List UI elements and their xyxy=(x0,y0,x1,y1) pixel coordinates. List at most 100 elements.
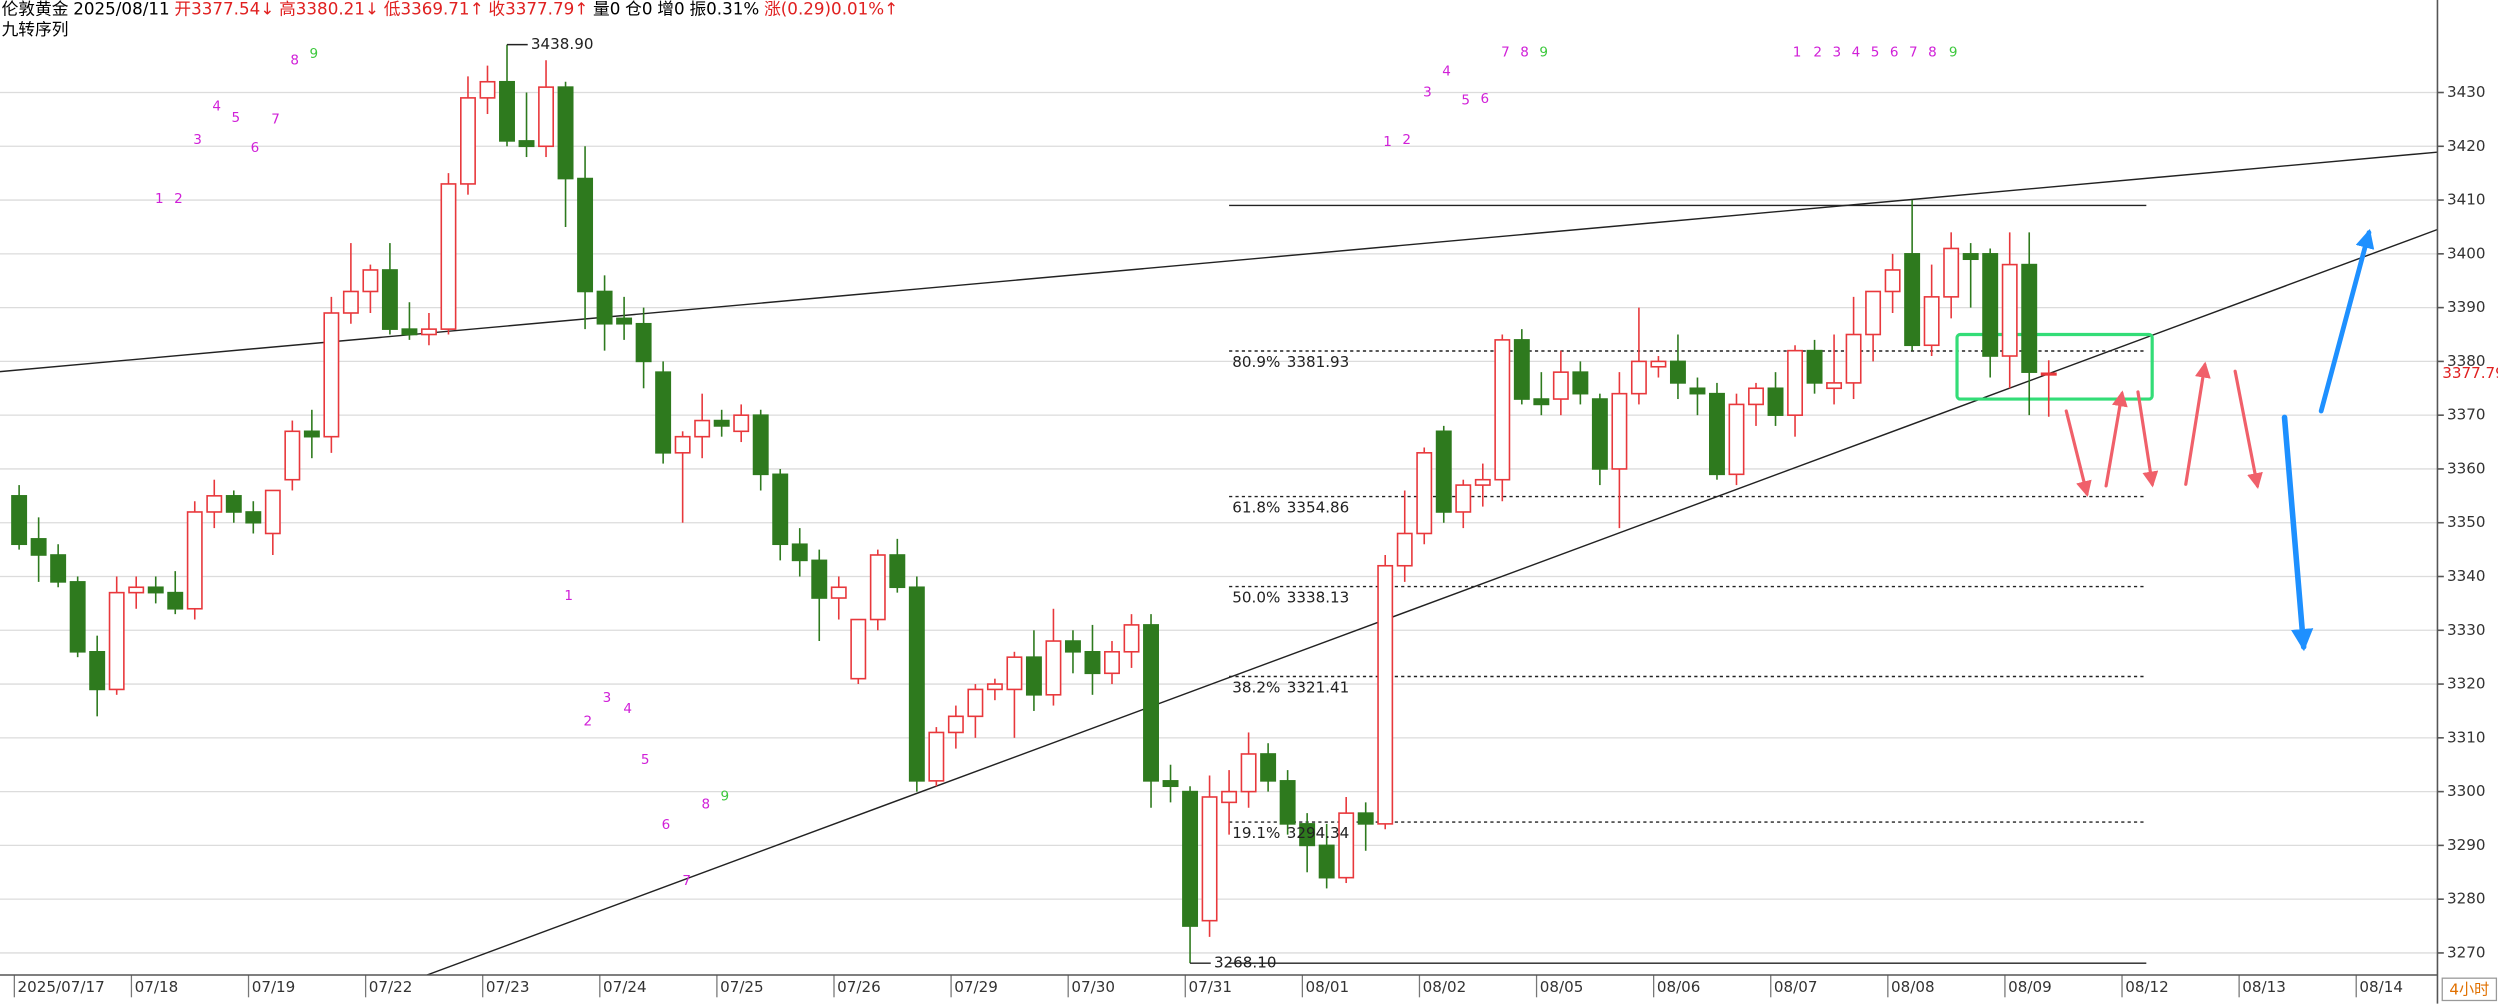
candle-body xyxy=(1982,253,1999,357)
td-count: 6 xyxy=(1480,91,1489,107)
timeframe-box[interactable] xyxy=(2441,977,2498,1002)
candle-body xyxy=(1104,650,1120,675)
title-part: 低3369.71↑ xyxy=(384,0,484,18)
grid xyxy=(0,91,2444,998)
y-tick-label: 3370 xyxy=(2447,406,2486,424)
td-count: 6 xyxy=(251,140,260,156)
candle-body xyxy=(206,495,223,513)
td-count: 6 xyxy=(662,817,671,833)
td-count: 7 xyxy=(1501,45,1510,61)
x-tick-label: 07/25 xyxy=(720,978,764,996)
candle-body xyxy=(1474,478,1491,486)
candle-body xyxy=(1084,650,1101,675)
candle-body xyxy=(1416,452,1433,535)
fib-ratio: 50.0% xyxy=(1232,588,1280,606)
x-tick-label: 08/14 xyxy=(2359,978,2403,996)
candle-body xyxy=(1182,790,1199,927)
fib-label: 80.9% 3381.93 xyxy=(1232,353,1349,371)
title-part: 量0 xyxy=(593,0,620,18)
fib-ratio: 19.1% xyxy=(1232,824,1280,842)
td-count: 8 xyxy=(1928,45,1937,61)
last-price-label: 3377.79 xyxy=(2442,364,2498,382)
forecast-arrow xyxy=(2104,390,2128,488)
td-count: 5 xyxy=(641,752,650,768)
x-tick-label: 08/02 xyxy=(1423,978,1467,996)
chart-title: 伦敦黄金 2025/08/11 开3377.54↓ 高3380.21↓ 低3369.71… xyxy=(2,0,899,18)
candle-body xyxy=(850,618,867,680)
forecast-arrow xyxy=(2064,409,2092,497)
x-tick-label: 07/22 xyxy=(369,978,413,996)
x-tick-label: 07/18 xyxy=(135,978,179,996)
candle-body xyxy=(128,586,145,594)
td-count: 9 xyxy=(1949,45,1958,61)
candle-body xyxy=(947,715,964,734)
td-count: 3 xyxy=(1833,45,1842,61)
td-count: 1 xyxy=(155,191,164,207)
x-tick-label: 08/07 xyxy=(1774,978,1818,996)
td-count: 2 xyxy=(1402,132,1411,148)
candle-body xyxy=(889,554,906,589)
td-count: 5 xyxy=(231,110,240,126)
forecast-arrow xyxy=(2136,390,2159,488)
td-count: 5 xyxy=(1871,45,1880,61)
td-count: 9 xyxy=(310,46,319,62)
candle-body xyxy=(1299,823,1316,847)
td-count: 4 xyxy=(1852,45,1861,61)
fib-ratio: 80.9% xyxy=(1232,353,1280,371)
td-count: 1 xyxy=(1793,45,1802,61)
x-tick-label: 08/12 xyxy=(2125,978,2169,996)
candle-body xyxy=(1630,360,1647,395)
x-tick-label: 08/13 xyxy=(2242,978,2286,996)
td-count: 2 xyxy=(584,714,593,730)
td-count: 9 xyxy=(721,789,730,805)
candle-body xyxy=(225,495,242,513)
x-tick-label: 07/19 xyxy=(252,978,296,996)
candle-body xyxy=(362,269,379,293)
candle-body xyxy=(323,312,340,438)
candle-body xyxy=(1689,387,1706,395)
x-tick-label: 08/08 xyxy=(1891,978,1935,996)
candle-body xyxy=(1201,796,1218,922)
td-count: 8 xyxy=(290,53,299,69)
td-count: 4 xyxy=(1442,64,1451,80)
td-count: 5 xyxy=(1461,92,1470,108)
x-tick-label: 07/31 xyxy=(1188,978,1232,996)
candle-body xyxy=(420,328,437,336)
td-count: 3 xyxy=(1423,84,1432,100)
candle-body xyxy=(1279,780,1296,825)
annotation-label: 3438.90 xyxy=(531,35,594,53)
td-count: 7 xyxy=(271,111,280,127)
candle-body xyxy=(1904,253,1921,347)
candle-body xyxy=(50,554,67,583)
candle-body xyxy=(401,328,418,336)
timeframe[interactable]: 4小时 xyxy=(2449,981,2489,999)
candle-body xyxy=(616,317,633,325)
candle-body xyxy=(1006,656,1023,691)
candle-body xyxy=(538,86,555,148)
candle-body xyxy=(869,554,886,621)
forecast-arrow xyxy=(2318,228,2375,414)
labels: 3270328032903300331033203330334033503360… xyxy=(18,35,2498,996)
candle-body xyxy=(655,371,672,454)
candle-body xyxy=(1865,290,1882,336)
td-count: 3 xyxy=(193,132,202,148)
candle-body xyxy=(1338,812,1355,879)
candle-body xyxy=(1669,360,1686,384)
candle-body xyxy=(1260,753,1277,782)
candle-body xyxy=(713,419,730,427)
candle-body xyxy=(245,511,262,524)
td-count: 4 xyxy=(212,99,221,115)
fib-price: 3338.13 xyxy=(1287,588,1350,606)
y-tick-label: 3400 xyxy=(2447,244,2486,262)
fib-ratio: 61.8% xyxy=(1232,498,1280,516)
td-count: 6 xyxy=(1890,45,1899,61)
candle-body xyxy=(1787,349,1804,416)
candle-body xyxy=(1064,640,1081,653)
td-count: 1 xyxy=(1383,134,1392,150)
y-tick-label: 3380 xyxy=(2447,352,2486,370)
candle-body xyxy=(1826,382,1843,390)
candle-body xyxy=(1240,753,1257,793)
candle-body xyxy=(1748,387,1764,406)
candle-body xyxy=(752,414,769,476)
title-part: 2025/08/11 xyxy=(73,0,169,18)
